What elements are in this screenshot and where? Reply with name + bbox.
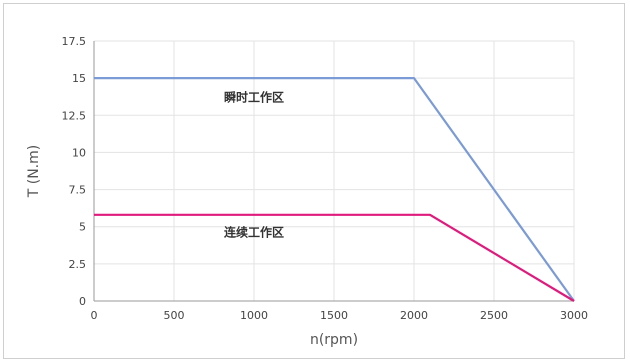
peak-zone-label: 瞬时工作区 [224,89,284,104]
y-tick-label: 7.5 [69,184,87,197]
y-axis-title: T (N.m) [26,145,42,199]
axes [93,41,574,302]
chart-frame [3,3,625,359]
x-tick-label: 2500 [480,309,508,322]
x-tick-label: 1000 [240,309,268,322]
x-tick-labels: 0 500 1000 1500 2000 2500 3000 [91,309,589,322]
y-tick-label: 12.5 [62,109,87,122]
x-tick-label: 1500 [320,309,348,322]
series-group [94,77,575,302]
grid [93,40,575,302]
x-tick-label: 0 [91,309,98,322]
y-tick-label: 10 [72,146,86,159]
y-tick-label: 5 [79,221,86,234]
y-tick-label: 0 [79,295,86,308]
continuous-zone-label: 连续工作区 [224,225,284,240]
y-tick-labels: 0 2.5 5 7.5 10 12.5 15 17.5 [62,35,87,308]
y-tick-label: 2.5 [69,258,87,271]
x-tick-label: 3000 [560,309,588,322]
x-tick-label: 2000 [400,309,428,322]
series-continuous-line [94,213,575,302]
y-tick-label: 17.5 [62,35,87,48]
x-tick-label: 500 [164,309,185,322]
x-axis-title: n(rpm) [310,332,358,348]
series-peak-line [94,77,575,302]
y-tick-label: 15 [72,72,86,85]
